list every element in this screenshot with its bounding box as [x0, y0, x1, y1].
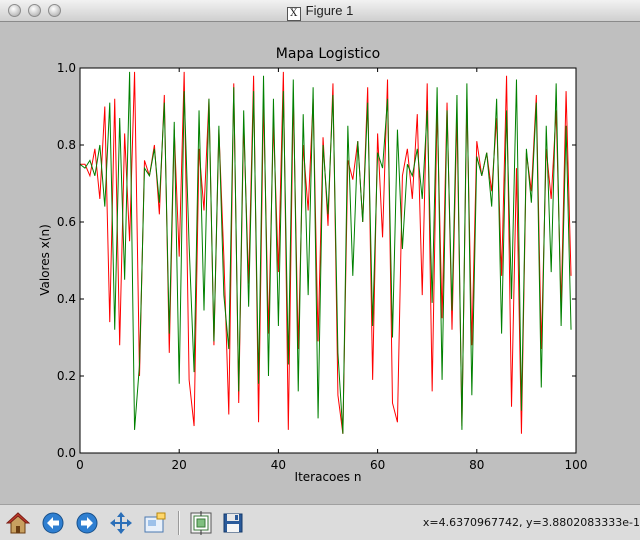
subplots-icon — [190, 511, 212, 535]
window-title-text: Figure 1 — [305, 3, 354, 18]
x-tick-label: 0 — [76, 458, 84, 472]
cursor-coordinates: x=4.6370967742, y=3.8802083333e-1 — [422, 516, 640, 529]
axes-frame — [79, 67, 577, 454]
y-tick-label: 0.4 — [57, 292, 76, 306]
minimize-window-button[interactable] — [28, 4, 41, 17]
plot-svg: 0 20 40 60 80 100 0.0 0.2 0.4 0.6 0.8 1.0 Mapa Logi… — [38, 46, 588, 484]
close-window-button[interactable] — [8, 4, 21, 17]
save-button[interactable] — [220, 510, 246, 536]
series-line-2 — [79, 71, 572, 434]
y-tick-label: 0.6 — [57, 215, 76, 229]
ticks-group: 0 20 40 60 80 100 0.0 0.2 0.4 0.6 0.8 1.0 — [57, 61, 588, 472]
x-tick-label: 40 — [271, 458, 286, 472]
x-tick-label: 80 — [469, 458, 484, 472]
y-tick-label: 0.0 — [57, 446, 76, 460]
back-arrow-icon — [42, 512, 64, 534]
x-tick-label: 20 — [172, 458, 187, 472]
y-tick-label: 1.0 — [57, 61, 76, 75]
zoom-button[interactable] — [142, 510, 168, 536]
x-tick-label: 100 — [565, 458, 588, 472]
toolbar-separator — [178, 511, 180, 535]
window-title: X Figure 1 — [0, 3, 640, 21]
home-icon — [6, 512, 30, 534]
subplots-button[interactable] — [188, 510, 214, 536]
x-axis-label: Iteracoes n — [295, 470, 362, 484]
chart-title: Mapa Logistico — [276, 46, 380, 62]
y-tick-label: 0.2 — [57, 369, 76, 383]
x-tick-label: 60 — [370, 458, 385, 472]
y-tick-label: 0.8 — [57, 138, 76, 152]
forward-button[interactable] — [74, 510, 100, 536]
figure-canvas[interactable]: 0 20 40 60 80 100 0.0 0.2 0.4 0.6 0.8 1.0 Mapa Logi… — [0, 22, 640, 504]
move-arrows-icon — [110, 512, 132, 534]
window-titlebar: X Figure 1 — [0, 0, 640, 22]
series-group — [79, 71, 572, 434]
zoom-window-button[interactable] — [48, 4, 61, 17]
y-axis-label: Valores x(n) — [38, 224, 52, 296]
forward-arrow-icon — [76, 512, 98, 534]
pan-button[interactable] — [108, 510, 134, 536]
x11-icon: X — [286, 7, 301, 21]
navigation-toolbar: x=4.6370967742, y=3.8802083333e-1 — [0, 504, 640, 540]
home-button[interactable] — [5, 510, 31, 536]
floppy-disk-icon — [223, 513, 243, 533]
zoom-rect-icon — [144, 512, 166, 533]
back-button[interactable] — [40, 510, 66, 536]
